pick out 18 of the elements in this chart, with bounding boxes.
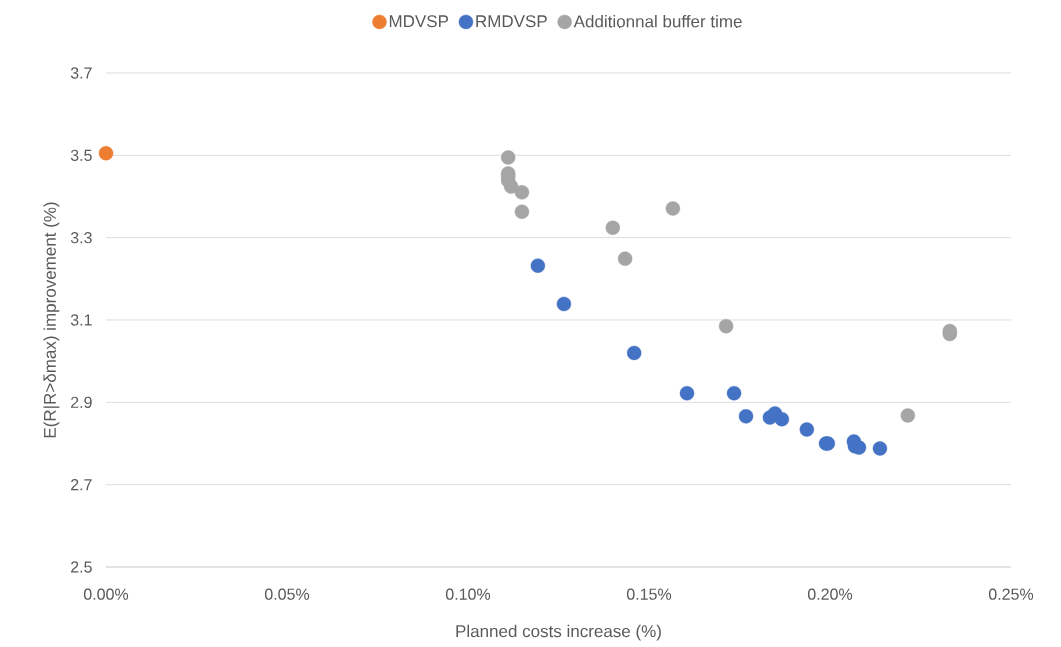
y-tick-label: 3.1 bbox=[70, 314, 92, 326]
x-tick-label: 0.15% bbox=[626, 588, 672, 600]
x-tick-label: 0.20% bbox=[807, 588, 853, 600]
x-tick-label: 0.00% bbox=[83, 588, 129, 600]
y-tick-label: 3.7 bbox=[70, 67, 92, 79]
legend-label: Additionnal buffer time bbox=[573, 14, 742, 28]
x-tick-label: 0.10% bbox=[445, 588, 491, 600]
y-tick-label: 2.9 bbox=[71, 396, 92, 408]
x-tick-label: 0.25% bbox=[988, 588, 1034, 600]
x-axis-title: Planned costs increase (%) bbox=[456, 624, 661, 641]
legend-label: RMDVSP bbox=[476, 15, 547, 28]
y-tick-label: 3.3 bbox=[70, 232, 92, 244]
y-tick-label: 3.5 bbox=[70, 149, 92, 161]
y-axis-title: E(R|R>δmax) improvement (%) bbox=[43, 202, 60, 438]
legend-label: MDVSP bbox=[389, 15, 449, 28]
y-tick-label: 2.5 bbox=[71, 561, 92, 573]
x-tick-label: 0.05% bbox=[264, 588, 310, 600]
y-tick-label: 2.7 bbox=[71, 479, 92, 491]
